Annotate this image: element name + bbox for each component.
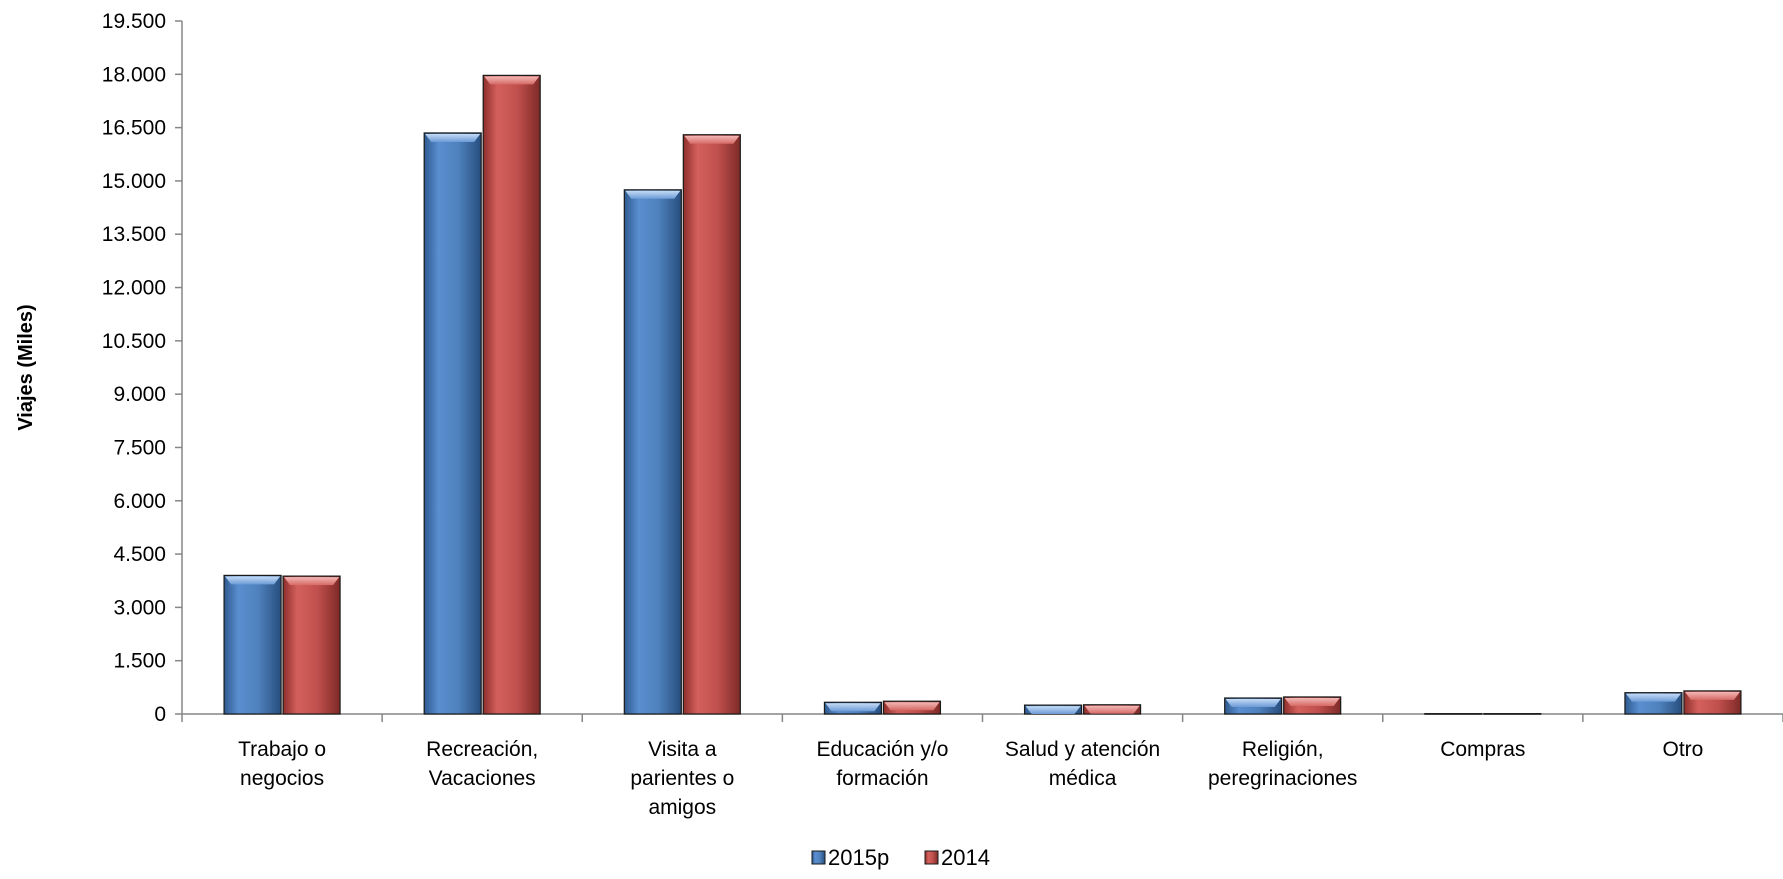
bar-bevel bbox=[284, 577, 340, 586]
x-category-label-line: peregrinaciones bbox=[1208, 767, 1357, 790]
bar-2015p bbox=[223, 574, 282, 715]
bar-bevel bbox=[825, 703, 881, 712]
bar-2014 bbox=[682, 134, 741, 715]
bar-bevel bbox=[684, 135, 740, 144]
y-tick-label: 15.000 bbox=[102, 170, 166, 193]
bar-2014 bbox=[282, 575, 341, 715]
legend-swatch bbox=[811, 850, 826, 865]
x-category-label-line: parientes o bbox=[630, 767, 734, 790]
legend-item-2014: 2014 bbox=[924, 845, 990, 870]
x-category-label: Religión, peregrinaciones bbox=[1208, 738, 1357, 790]
legend-item-2015p: 2015p bbox=[811, 845, 889, 870]
bar-2015p bbox=[823, 701, 883, 715]
bar-2014 bbox=[1082, 704, 1142, 715]
x-category-label-line: amigos bbox=[648, 796, 716, 819]
bar-2015p bbox=[623, 189, 682, 715]
y-tick-label: 13.500 bbox=[102, 223, 166, 246]
bar-body bbox=[1424, 713, 1483, 715]
x-category-label: Otro bbox=[1663, 738, 1704, 761]
x-category-label-line: Educación y/o bbox=[816, 738, 948, 761]
x-category-label-line: Vacaciones bbox=[429, 767, 536, 790]
x-category-label-line: Otro bbox=[1663, 738, 1704, 761]
bar-2015p bbox=[423, 132, 482, 715]
x-category-label-line: Trabajo o bbox=[238, 738, 326, 761]
bar-bevel bbox=[1625, 693, 1681, 702]
y-tick-label: 4.500 bbox=[113, 543, 166, 566]
x-category-label-line: Recreación, bbox=[426, 738, 538, 761]
bar-bevel bbox=[1225, 699, 1281, 708]
legend-label: 2014 bbox=[941, 845, 990, 870]
x-category-label-line: formación bbox=[836, 767, 928, 790]
bar-bevel bbox=[484, 76, 540, 85]
bar-2014 bbox=[1483, 713, 1542, 715]
bar-body bbox=[282, 575, 341, 715]
bar-bevel bbox=[625, 190, 681, 199]
bar-2014 bbox=[1683, 690, 1742, 715]
x-category-label: Compras bbox=[1440, 738, 1525, 761]
bar-bevel bbox=[1684, 691, 1740, 700]
y-tick-label: 0 bbox=[154, 703, 166, 726]
bar-body bbox=[1483, 713, 1542, 715]
bar-2014 bbox=[882, 700, 942, 715]
y-tick-label: 16.500 bbox=[102, 117, 166, 140]
x-category-label: Visita a parientes o amigos bbox=[630, 738, 734, 819]
y-tick-label: 7.500 bbox=[113, 436, 166, 459]
x-category-label-line: Visita a bbox=[648, 738, 717, 761]
bar-bevel bbox=[1025, 706, 1081, 714]
x-category-label: Educación y/o formación bbox=[816, 738, 948, 790]
y-tick-label: 10.500 bbox=[102, 330, 166, 353]
x-category-label-line: médica bbox=[1049, 767, 1117, 790]
bar-bevel bbox=[1084, 705, 1140, 714]
x-category-label-line: negocios bbox=[240, 767, 324, 790]
bar-2015p bbox=[1424, 713, 1483, 715]
bar-bevel bbox=[225, 576, 281, 585]
y-tick-label: 12.000 bbox=[102, 277, 166, 300]
y-tick-label: 1.500 bbox=[113, 650, 166, 673]
legend-label: 2015p bbox=[828, 845, 889, 870]
legend: 2015p 2014 bbox=[811, 845, 990, 870]
y-tick-label: 6.000 bbox=[113, 490, 166, 513]
y-axis-title: Viajes (Miles) bbox=[15, 304, 37, 430]
bar-body bbox=[682, 134, 741, 715]
y-tick-label: 9.000 bbox=[113, 383, 166, 406]
y-tick-label: 19.500 bbox=[102, 10, 166, 33]
y-axis: 0 1.500 3.000 4.500 6.000 7.500 9.000 10.500 12.… bbox=[102, 10, 183, 726]
bar-body bbox=[423, 132, 482, 715]
bar-bevel bbox=[425, 133, 481, 142]
x-category-label-line: Religión, bbox=[1242, 738, 1324, 761]
x-category-label-line: Compras bbox=[1440, 738, 1525, 761]
x-category-label: Trabajo o negocios bbox=[238, 738, 326, 790]
bar-body bbox=[623, 189, 682, 715]
bar-body bbox=[223, 574, 282, 715]
bar-2015p bbox=[1624, 692, 1683, 715]
bars-group bbox=[223, 74, 1742, 715]
x-category-label: Recreación, Vacaciones bbox=[426, 738, 538, 790]
legend-swatch bbox=[924, 850, 939, 865]
bar-2014 bbox=[482, 74, 541, 715]
y-tick-label: 18.000 bbox=[102, 63, 166, 86]
bar-bevel bbox=[1284, 697, 1340, 706]
x-category-label-line: Salud y atención bbox=[1005, 738, 1160, 761]
bar-bevel bbox=[884, 702, 940, 711]
x-axis: Trabajo o negocios Recreación, Vacaciones Vi… bbox=[181, 713, 1783, 819]
bar-2014 bbox=[1283, 696, 1342, 715]
bar-body bbox=[482, 74, 541, 715]
bar-2015p bbox=[1224, 697, 1283, 715]
bar-2015p bbox=[1023, 704, 1083, 715]
x-category-label: Salud y atención médica bbox=[1005, 738, 1160, 790]
y-tick-label: 3.000 bbox=[113, 596, 166, 619]
